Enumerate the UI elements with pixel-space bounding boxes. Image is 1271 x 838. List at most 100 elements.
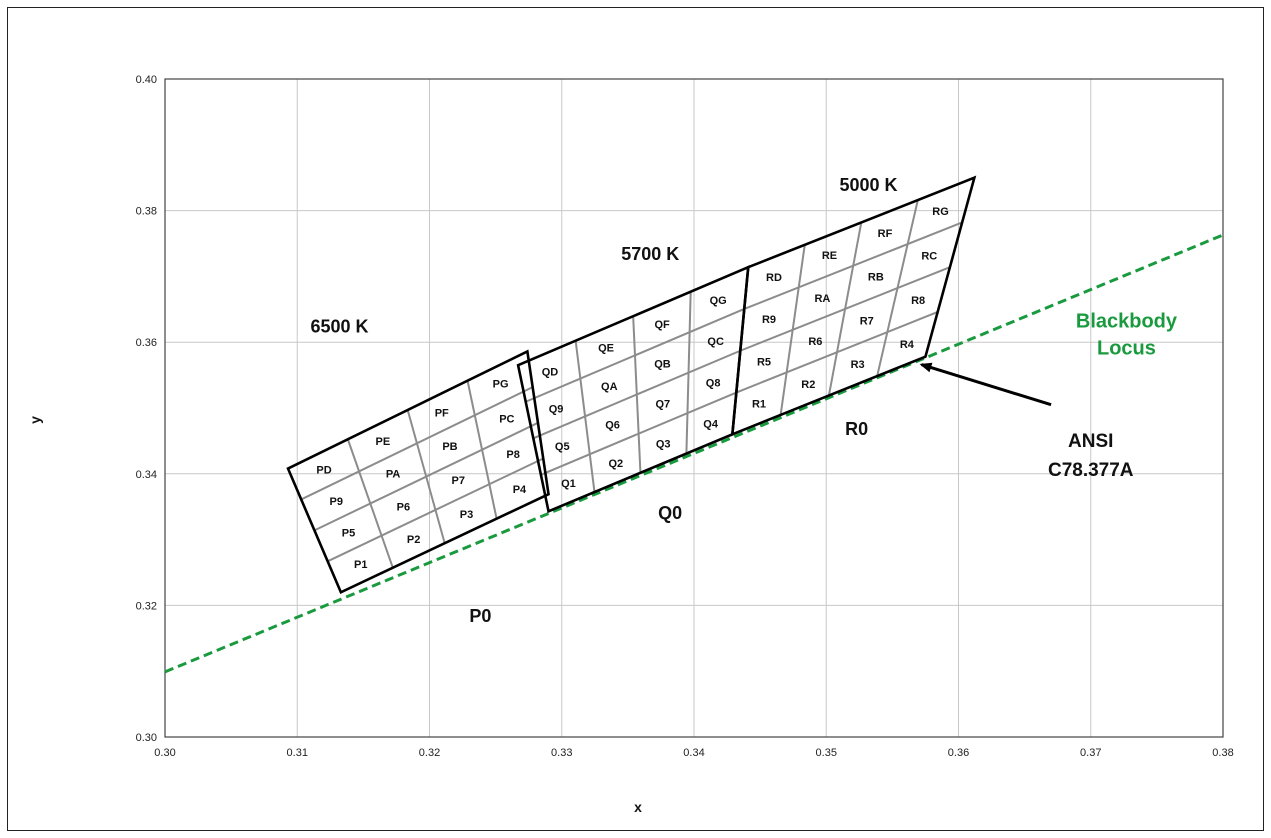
bin-divider-horizontal bbox=[739, 266, 951, 352]
x-tick-label: 0.30 bbox=[154, 747, 175, 759]
bin-label: R4 bbox=[900, 339, 915, 351]
bin-label: PA bbox=[386, 469, 401, 481]
region-label-q0: Q0 bbox=[658, 503, 682, 523]
grid-lines bbox=[164, 78, 1224, 738]
bin-label: P3 bbox=[460, 509, 473, 521]
bin-label: QA bbox=[601, 381, 618, 393]
bin-label: Q2 bbox=[608, 458, 623, 470]
bin-label: P1 bbox=[354, 559, 367, 571]
quadrangle-outline-p0 bbox=[286, 349, 550, 594]
y-tick-label: 0.40 bbox=[136, 74, 157, 86]
bin-label: QD bbox=[542, 367, 559, 379]
bin-label: RG bbox=[932, 206, 949, 218]
bin-label: RA bbox=[814, 293, 830, 305]
bin-label: Q3 bbox=[656, 438, 671, 450]
bin-label: P5 bbox=[342, 528, 355, 540]
bin-label: R2 bbox=[801, 379, 815, 391]
bin-label: Q8 bbox=[706, 377, 721, 389]
cct-label: 5000 K bbox=[839, 175, 897, 195]
bin-label: P7 bbox=[452, 475, 465, 487]
bin-label: P4 bbox=[513, 484, 527, 496]
quadrangle-outline-r0 bbox=[730, 175, 977, 437]
annotation-arrow bbox=[919, 362, 1052, 407]
bin-divider-horizontal bbox=[532, 349, 741, 440]
x-tick-labels: 0.30 0.31 0.32 0.33 0.34 0.35 0.36 0.37 0.38 bbox=[154, 747, 1233, 759]
bin-label: Q4 bbox=[703, 418, 719, 430]
bin-label: PC bbox=[499, 414, 514, 426]
bin-label: R3 bbox=[851, 359, 865, 371]
annotations: Blackbody Locus ANSI C78.377A bbox=[919, 311, 1178, 481]
bin-divider-horizontal bbox=[314, 421, 539, 532]
x-axis-label: x bbox=[634, 799, 642, 815]
bin-label: P8 bbox=[506, 449, 519, 461]
x-tick-label: 0.38 bbox=[1212, 747, 1233, 759]
blackbody-locus-label: Blackbody bbox=[1076, 311, 1178, 333]
bin-divider-horizontal bbox=[300, 386, 534, 501]
bin-label: Q6 bbox=[605, 420, 620, 432]
bin-divider-horizontal bbox=[743, 221, 963, 310]
x-tick-label: 0.32 bbox=[419, 747, 440, 759]
y-tick-label: 0.34 bbox=[136, 469, 157, 481]
bin-label: QG bbox=[710, 295, 727, 307]
bin-label: R8 bbox=[911, 295, 925, 307]
bin-label: RD bbox=[766, 272, 782, 284]
x-tick-label: 0.35 bbox=[816, 747, 837, 759]
ansi-annotation-label: C78.377A bbox=[1048, 460, 1134, 481]
bin-label: RC bbox=[921, 250, 937, 262]
bin-label: RE bbox=[822, 250, 837, 262]
bin-labels: P1 P2 P3 P4 P5 P6 P7 P8 P9 PA PB PC PD PE PF PG P0 6500 K… bbox=[310, 175, 948, 626]
region-label-p0: P0 bbox=[469, 606, 491, 626]
x-tick-label: 0.37 bbox=[1080, 747, 1101, 759]
x-tick-label: 0.34 bbox=[683, 747, 704, 759]
bin-divider-horizontal bbox=[525, 308, 745, 403]
x-tick-label: 0.33 bbox=[551, 747, 572, 759]
bin-label: QC bbox=[707, 336, 724, 348]
y-tick-labels: 0.30 0.32 0.34 0.36 0.38 0.40 bbox=[136, 74, 157, 744]
bin-divider-vertical bbox=[685, 291, 692, 454]
bin-label: PG bbox=[493, 379, 509, 391]
y-tick-label: 0.32 bbox=[136, 600, 157, 612]
bin-label: R9 bbox=[762, 314, 776, 326]
bin-label: Q9 bbox=[549, 404, 564, 416]
cct-label: 5700 K bbox=[621, 244, 679, 264]
bin-grids bbox=[300, 199, 963, 569]
bin-label: RB bbox=[868, 272, 884, 284]
bin-label: PB bbox=[442, 441, 457, 453]
blackbody-locus bbox=[164, 233, 1224, 674]
cct-label: 6500 K bbox=[310, 316, 368, 336]
y-axis-label: y bbox=[27, 416, 43, 424]
bin-label: R5 bbox=[757, 356, 771, 368]
y-tick-label: 0.36 bbox=[136, 337, 157, 349]
bin-label: P6 bbox=[397, 501, 410, 513]
bin-label: R1 bbox=[752, 399, 766, 411]
quadrangle-outlines bbox=[286, 175, 977, 594]
blackbody-locus-label: Locus bbox=[1097, 338, 1156, 360]
bin-divider-vertical bbox=[466, 380, 498, 519]
bin-label: RF bbox=[878, 228, 893, 240]
plot-area-border bbox=[164, 78, 1224, 738]
bin-label: PD bbox=[316, 465, 331, 477]
bin-label: PF bbox=[435, 407, 449, 419]
bin-label: R6 bbox=[808, 336, 822, 348]
x-tick-label: 0.31 bbox=[287, 747, 308, 759]
bin-label: QB bbox=[654, 359, 671, 371]
y-tick-label: 0.30 bbox=[136, 732, 157, 744]
bin-label: QE bbox=[598, 343, 614, 355]
bin-label: R7 bbox=[860, 315, 874, 327]
bin-label: QF bbox=[654, 319, 670, 331]
ansi-annotation-label: ANSI bbox=[1068, 431, 1113, 452]
bin-label: P2 bbox=[407, 534, 420, 546]
bin-divider-vertical bbox=[876, 199, 919, 377]
bin-label: Q7 bbox=[656, 398, 671, 410]
bin-label: Q5 bbox=[555, 441, 570, 453]
plot-border bbox=[164, 78, 1224, 738]
chart-frame bbox=[7, 7, 1264, 831]
region-label-r0: R0 bbox=[845, 419, 868, 439]
blackbody-locus-line bbox=[164, 233, 1224, 674]
bin-label: PE bbox=[376, 436, 391, 448]
bin-label: P9 bbox=[330, 496, 343, 508]
x-tick-label: 0.36 bbox=[948, 747, 969, 759]
bin-label: Q1 bbox=[561, 478, 576, 490]
y-tick-label: 0.38 bbox=[136, 206, 157, 218]
